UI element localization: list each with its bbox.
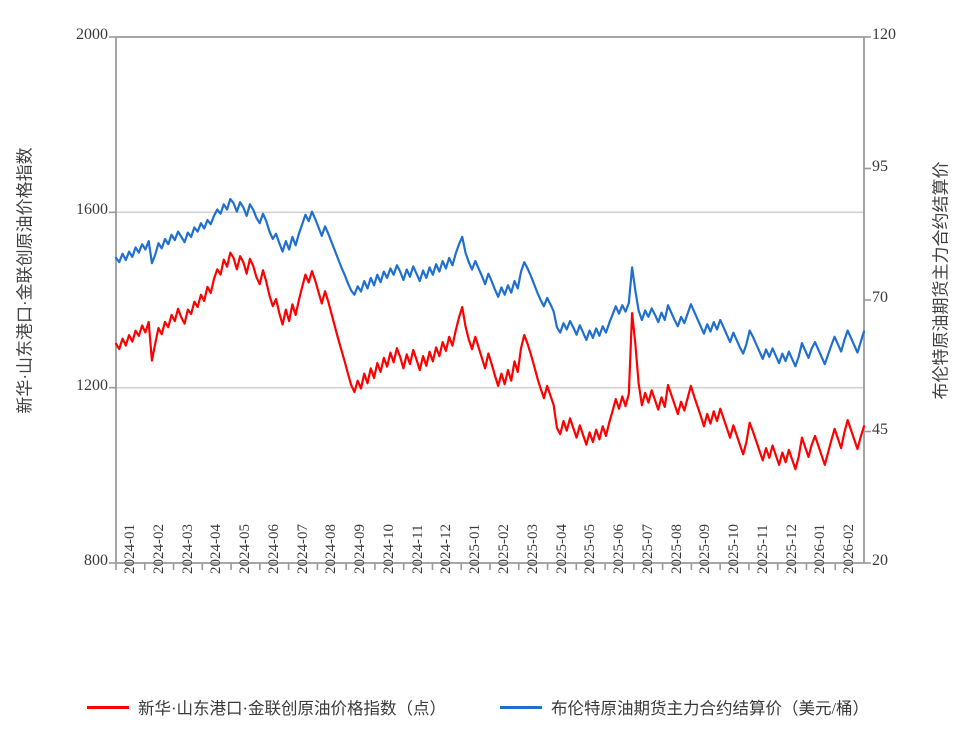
x-axis-tick-label: 2024-08 <box>323 524 340 574</box>
x-axis-tick-label: 2024-10 <box>380 524 397 574</box>
legend-item-brent: 布伦特原油期货主力合约结算价（美元/桶） <box>499 695 870 719</box>
left-axis-tick-label: 800 <box>84 552 108 569</box>
x-axis-tick-label: 2025-06 <box>611 524 628 574</box>
chart-legend: 新华·山东港口·金联创原油价格指数（点） 布伦特原油期货主力合约结算价（美元/桶… <box>0 690 956 724</box>
series-line-brent <box>114 197 866 368</box>
x-axis-tick-label: 2025-04 <box>553 524 570 574</box>
legend-swatch-index <box>86 705 129 709</box>
x-axis-tick-label: 2024-07 <box>294 524 311 574</box>
legend-item-index: 新华·山东港口·金联创原油价格指数（点） <box>86 695 446 719</box>
x-axis-tick-label: 2026-02 <box>841 524 858 574</box>
x-axis-tick-label: 2025-02 <box>496 524 512 574</box>
x-axis-tick-label: 2024-11 <box>409 524 426 574</box>
x-axis-tick-label: 2025-09 <box>697 524 714 574</box>
x-axis-tick-label: 2024-09 <box>352 524 369 574</box>
x-axis-tick-label: 2026-01 <box>812 524 829 574</box>
left-axis-tick-label: 1200 <box>76 376 108 394</box>
legend-swatch-brent <box>499 705 542 709</box>
x-axis-tick-label: 2025-05 <box>582 524 599 574</box>
x-axis-tick-label: 2024-01 <box>122 524 138 574</box>
x-axis-tick-label: 2025-03 <box>524 524 541 574</box>
right-axis-tick-label: 45 <box>872 420 888 438</box>
x-axis-tick-label: 2024-12 <box>438 524 455 574</box>
right-axis-tick-label: 95 <box>872 157 888 175</box>
x-axis-tick-label: 2024-06 <box>265 524 282 574</box>
x-axis-tick-label: 2025-11 <box>754 524 771 574</box>
series-line-index <box>114 251 866 471</box>
x-axis-tick-label: 2024-02 <box>150 524 167 574</box>
x-axis-tick-label: 2025-01 <box>467 524 484 574</box>
right-axis-tick-label: 120 <box>872 26 896 43</box>
legend-label-brent: 布伦特原油期货主力合约结算价（美元/桶） <box>550 699 870 718</box>
x-axis-tick-label: 2025-10 <box>726 524 743 574</box>
x-axis-tick-label: 2024-05 <box>237 524 254 574</box>
right-axis-tick-label: 20 <box>872 552 888 569</box>
left-axis-tick-label: 2000 <box>76 26 108 43</box>
x-axis-tick-label: 2025-12 <box>783 524 800 574</box>
right-axis-tick-label: 70 <box>872 289 888 306</box>
x-axis-tick-label: 2025-07 <box>639 524 656 574</box>
x-axis-tick-label: 2024-04 <box>208 524 225 574</box>
x-axis-tick-label: 2025-08 <box>668 524 685 574</box>
x-axis-tick-label: 2024-03 <box>179 524 196 574</box>
left-axis-tick-label: 1600 <box>76 201 108 219</box>
legend-label-index: 新华·山东港口·金联创原油价格指数（点） <box>137 699 446 718</box>
